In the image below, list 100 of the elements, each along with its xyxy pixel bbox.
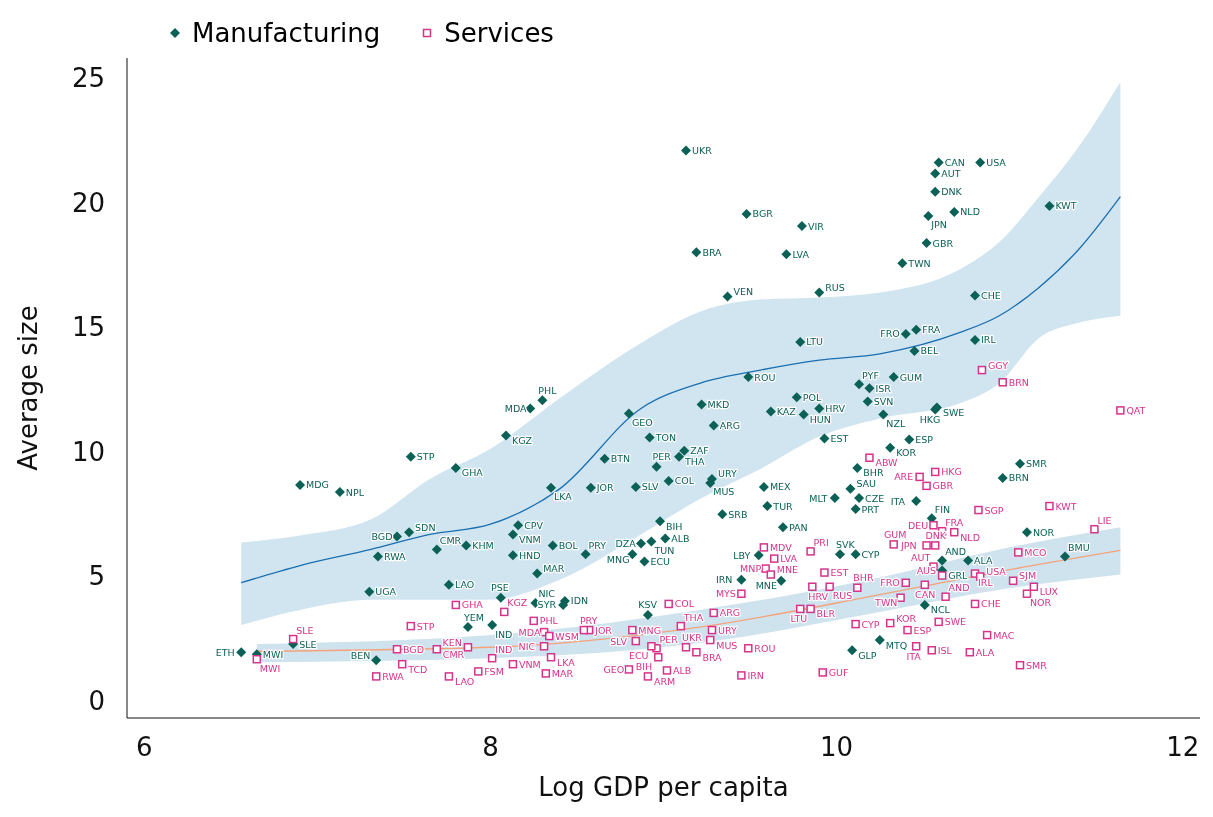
data-label: PSE — [491, 582, 509, 594]
data-label: UGA — [375, 586, 397, 598]
data-label: KWT — [1055, 500, 1077, 512]
data-label: AUS — [916, 565, 937, 577]
data-label: FSM — [484, 665, 504, 677]
data-label: RWA — [382, 670, 405, 682]
data-label: ALA — [975, 646, 995, 658]
data-label: FRA — [945, 516, 964, 528]
data-label: TWN — [874, 597, 898, 609]
data-label: ISR — [875, 382, 892, 394]
legend-label: Manufacturing — [192, 18, 381, 48]
data-label: BRN — [1008, 376, 1029, 388]
data-label: CYP — [861, 618, 880, 630]
y-tick-label: 0 — [88, 685, 105, 716]
data-label: ALB — [672, 664, 692, 676]
data-label: BIH — [635, 660, 653, 672]
data-label: LAO — [454, 579, 475, 591]
data-label: MEX — [769, 481, 792, 493]
data-label: IRL — [978, 577, 994, 589]
data-label: IRL — [981, 334, 997, 346]
data-label: ARG — [719, 607, 741, 619]
data-label: BTN — [610, 453, 631, 465]
data-label: ESP — [915, 434, 934, 446]
data-label: MNE — [776, 564, 799, 576]
data-label: MAC — [993, 629, 1015, 641]
data-label: STP — [416, 451, 435, 463]
data-label: PER — [659, 633, 679, 645]
data-label: COL — [674, 598, 695, 610]
data-label: VIR — [807, 220, 825, 232]
data-label: KAZ — [776, 405, 797, 417]
data-label: FRO — [880, 577, 900, 589]
data-label: GUM — [899, 371, 923, 383]
data-label: TWN — [907, 257, 931, 269]
data-label: KWT — [1055, 200, 1077, 212]
data-label: ROU — [754, 371, 776, 383]
data-label: MNG — [638, 624, 662, 636]
data-label: UKR — [682, 631, 703, 643]
data-label: LVA — [780, 553, 798, 565]
data-label: GBR — [932, 480, 954, 492]
x-tick-label: 10 — [820, 732, 854, 763]
data-label: IRN — [747, 669, 764, 681]
data-label: URY — [717, 468, 737, 480]
data-label: SDN — [415, 521, 436, 533]
data-label: ABW — [875, 457, 899, 469]
data-label: BRN — [1008, 472, 1029, 484]
data-label: MCO — [1024, 546, 1047, 558]
data-label: ARG — [719, 420, 741, 432]
data-label: BGR — [752, 208, 774, 220]
data-label: ZAF — [690, 445, 709, 457]
data-label: CPV — [524, 519, 544, 531]
data-label: HUN — [809, 413, 831, 425]
data-label: PRY — [579, 614, 598, 626]
data-label: COL — [674, 475, 695, 487]
data-label: PYF — [862, 369, 879, 381]
data-label: KGZ — [512, 435, 533, 447]
data-label: NOR — [1032, 526, 1055, 538]
data-label: RUS — [832, 590, 853, 602]
y-tick-label: 25 — [71, 63, 105, 94]
data-label: HND — [518, 549, 541, 561]
data-label: JOR — [594, 624, 613, 636]
data-label: HRV — [825, 402, 846, 414]
data-label: CAN — [944, 157, 965, 169]
x-tick-label: 6 — [136, 732, 153, 763]
data-label: LKA — [554, 491, 573, 503]
data-label: CZE — [865, 492, 885, 504]
data-label: MWI — [262, 648, 284, 660]
data-label: LTU — [806, 336, 824, 348]
data-label: SLE — [299, 638, 317, 650]
data-label: IDN — [570, 595, 589, 607]
data-label: NIC — [538, 588, 556, 600]
data-label: GUM — [883, 528, 907, 540]
data-label: CHE — [981, 598, 1001, 610]
data-label: GBR — [932, 237, 954, 249]
data-label: ALB — [671, 532, 690, 544]
data-label: RUS — [825, 282, 845, 294]
data-label: HRV — [808, 591, 829, 603]
data-label: GHA — [461, 599, 484, 611]
data-label: SYR — [537, 599, 557, 611]
data-label: MAR — [551, 667, 574, 679]
data-label: MDA — [504, 402, 528, 414]
data-label: ETH — [215, 646, 235, 658]
data-label: LTU — [790, 613, 808, 625]
data-label: KEN — [442, 636, 462, 648]
data-label: SLV — [610, 635, 628, 647]
data-label: LBY — [733, 549, 751, 561]
data-label: AND — [948, 582, 970, 594]
data-label: AUT — [910, 552, 931, 564]
data-label: TUR — [772, 500, 794, 512]
data-label: VNM — [518, 533, 541, 545]
data-label: PRY — [588, 539, 607, 551]
data-label: KGZ — [507, 597, 528, 609]
data-label: BGD — [371, 530, 393, 542]
data-label: HKG — [919, 413, 941, 425]
data-label: THA — [682, 611, 704, 623]
data-label: STP — [416, 620, 435, 632]
data-label: SWE — [944, 616, 967, 628]
data-label: MNP — [740, 563, 762, 575]
data-label: GEO — [603, 663, 625, 675]
x-axis-title: Log GDP per capita — [538, 772, 789, 802]
data-label: FIN — [934, 503, 951, 515]
